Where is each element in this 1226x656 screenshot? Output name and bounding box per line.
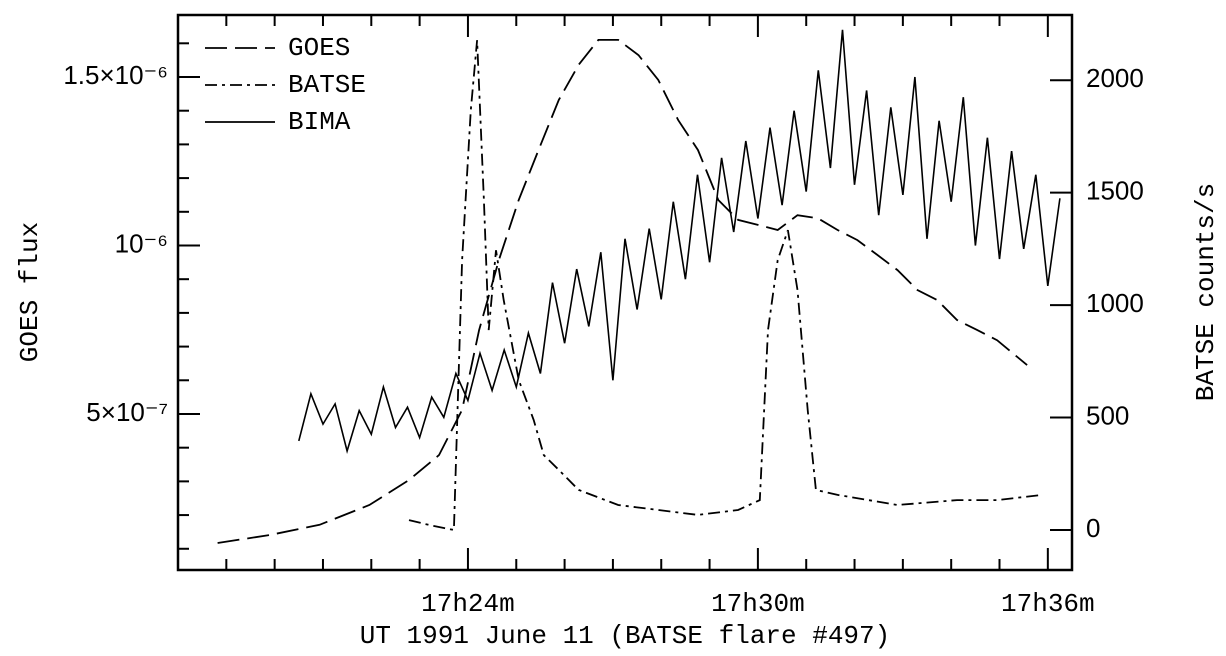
y2-tick-label: 500 <box>1086 400 1129 430</box>
y-tick-label: 10⁻⁶ <box>115 228 168 258</box>
y2-tick-label: 0 <box>1086 513 1100 543</box>
x-tick-label: 17h36m <box>1001 589 1095 619</box>
y-tick-label: 5×10⁻⁷ <box>86 397 168 427</box>
legend-label: BIMA <box>288 107 351 137</box>
legend-label: BATSE <box>288 70 366 100</box>
legend-label: GOES <box>288 33 350 63</box>
series-line <box>408 40 1043 532</box>
x-tick-label: 17h24m <box>421 589 515 619</box>
y2-tick-label: 1500 <box>1086 176 1144 206</box>
series-line <box>298 29 1061 454</box>
x-tick-label: 17h30m <box>711 589 805 619</box>
plot-frame <box>176 13 1074 572</box>
y-tick-label: 1.5×10⁻⁶ <box>63 60 168 90</box>
y2-tick-label: 1000 <box>1086 288 1144 318</box>
y-axis-label: GOES flux <box>15 222 45 362</box>
y2-tick-label: 2000 <box>1086 63 1144 93</box>
y2-axis-label: BATSE counts/s <box>1191 183 1221 401</box>
series-line <box>217 39 1028 544</box>
x-axis-label: UT 1991 June 11 (BATSE flare #497) <box>360 621 891 651</box>
